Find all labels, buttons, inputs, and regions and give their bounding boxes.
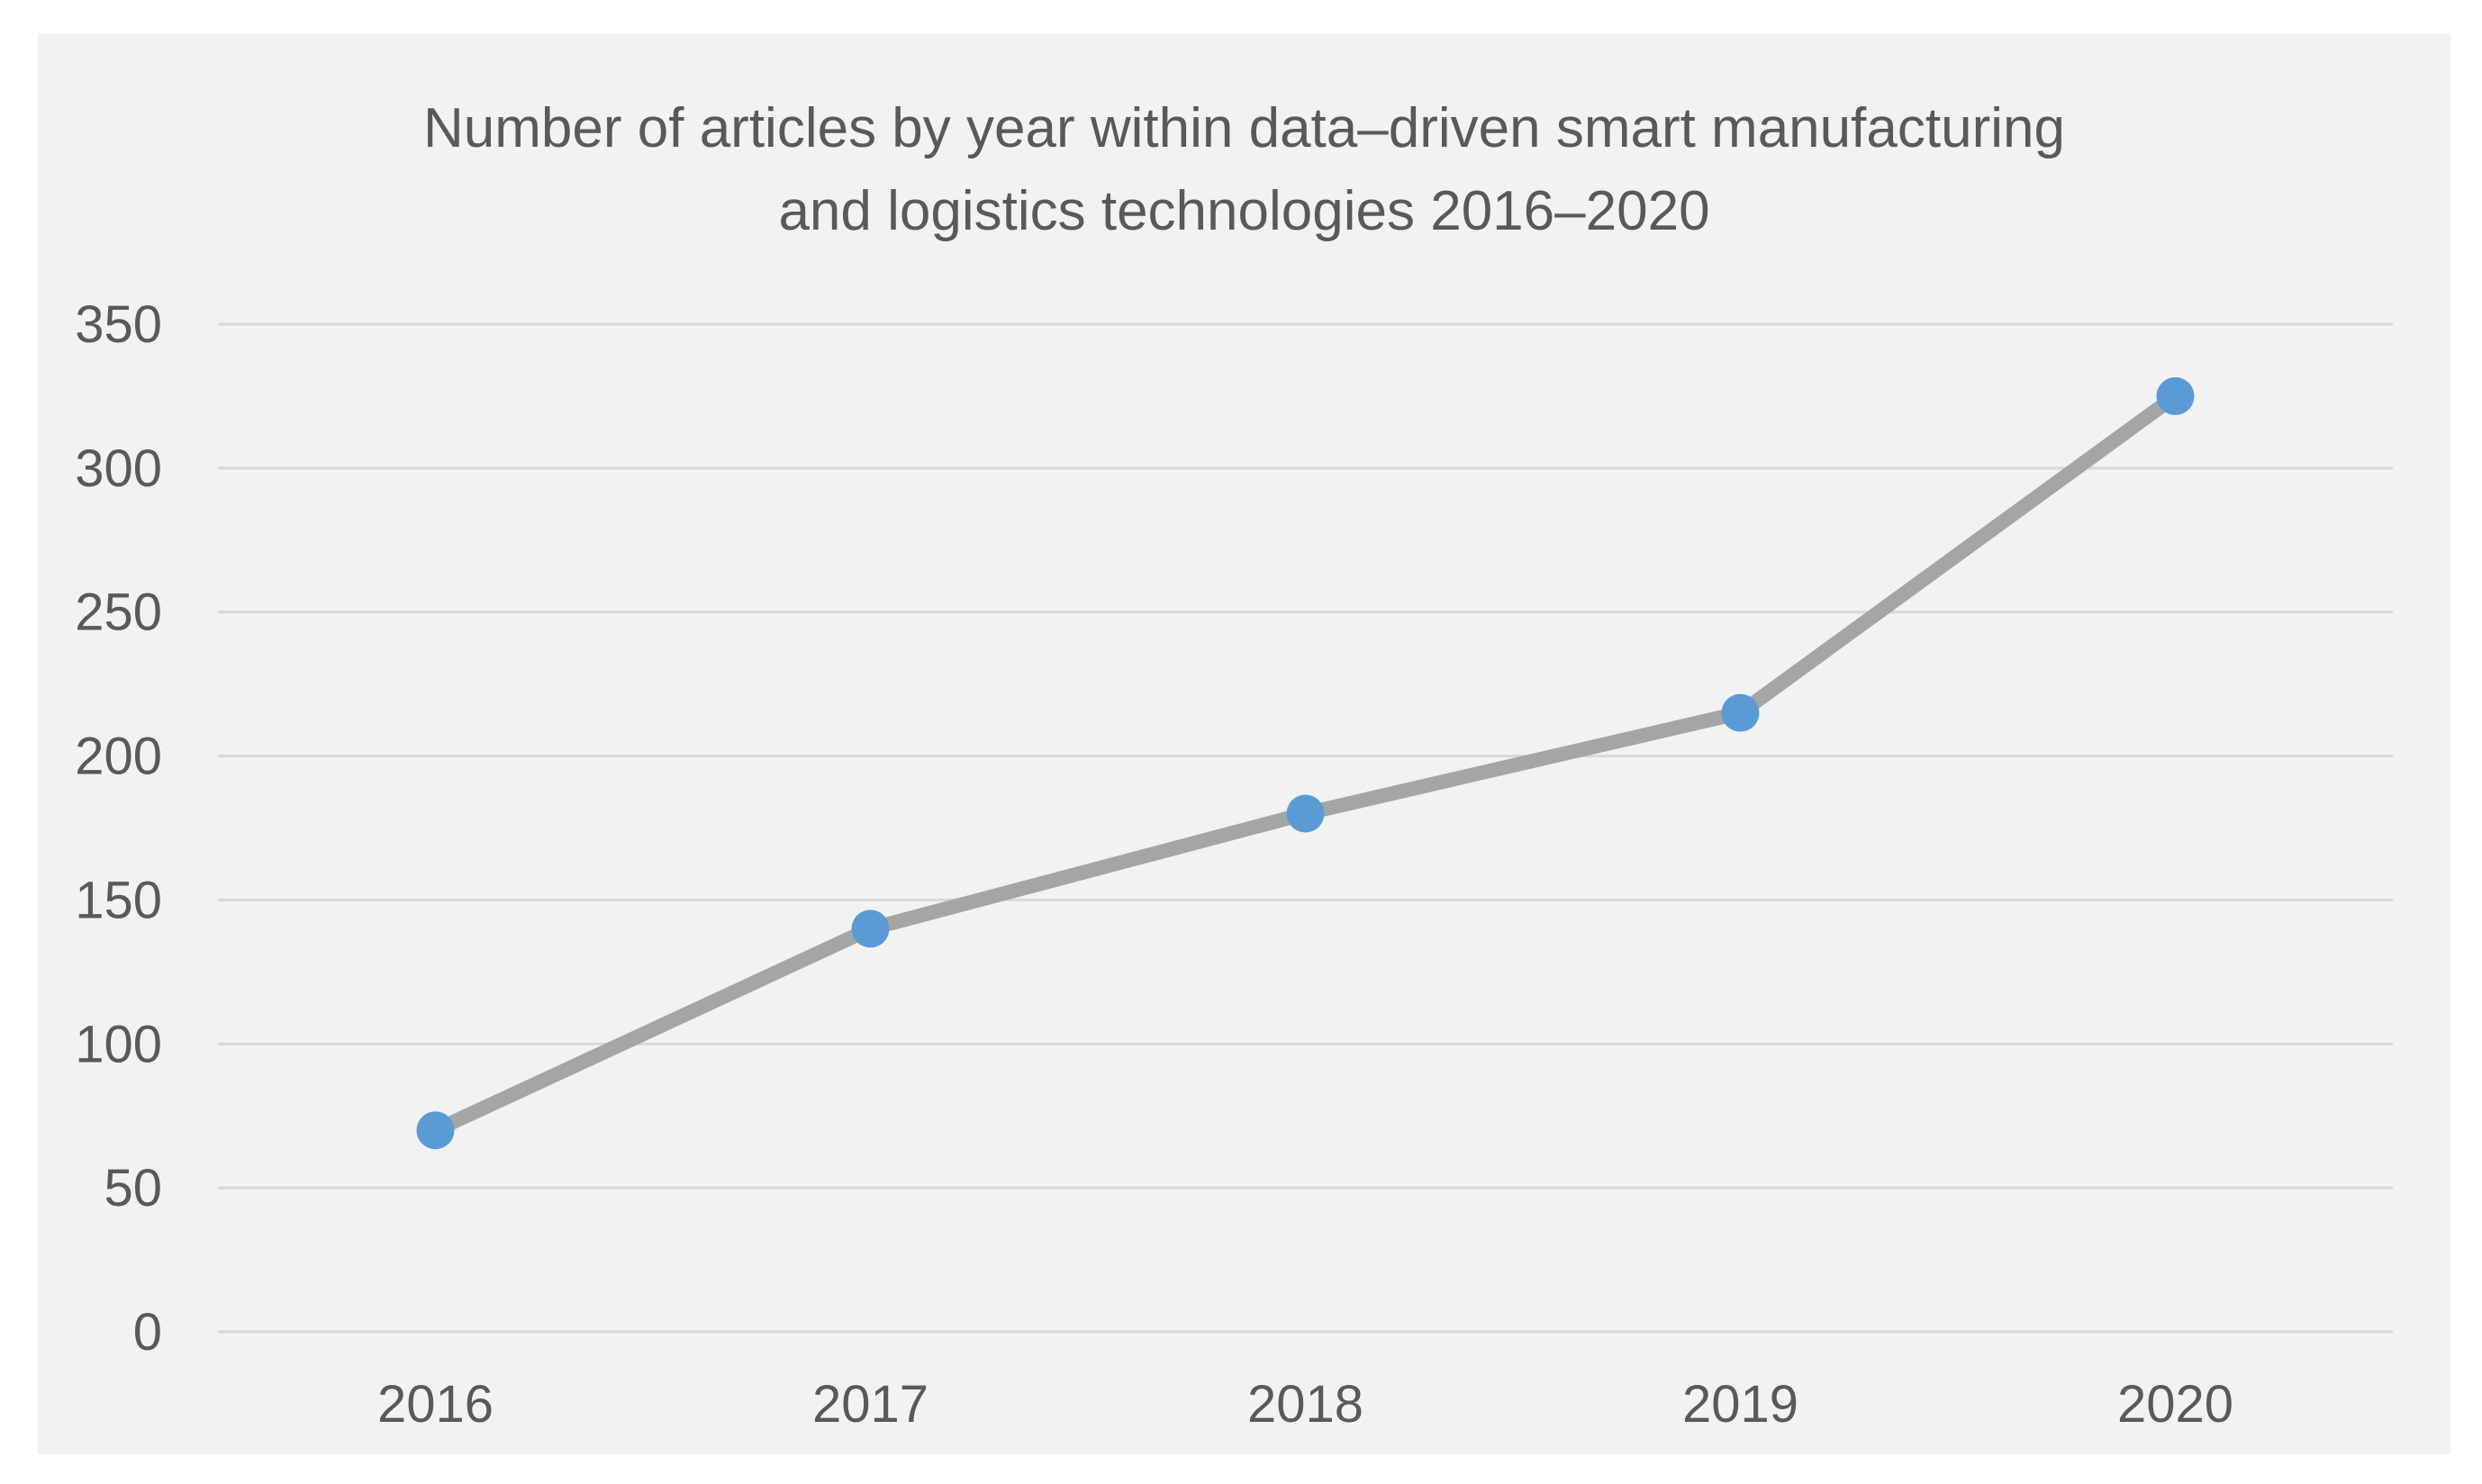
y-axis-tick-labels: 0 50 100 150 200 250 300 350 bbox=[75, 295, 162, 1362]
data-point-2016 bbox=[416, 1111, 455, 1150]
y-tick-label-100: 100 bbox=[75, 1015, 162, 1073]
y-tick-label-150: 150 bbox=[75, 871, 162, 929]
data-point-2019 bbox=[1721, 693, 1760, 732]
data-point-2020 bbox=[2156, 376, 2195, 415]
gridlines bbox=[218, 322, 2393, 1334]
x-tick-label-2018: 2018 bbox=[1247, 1375, 1363, 1434]
series-line-group bbox=[428, 388, 2183, 1138]
chart-panel: Number of articles by year within data–d… bbox=[38, 33, 2450, 1454]
y-tick-label-0: 0 bbox=[133, 1303, 162, 1362]
chart-title-line-1: Number of articles by year within data–d… bbox=[423, 97, 2065, 159]
data-point-2017 bbox=[851, 909, 890, 948]
data-point-2018 bbox=[1286, 794, 1325, 833]
y-tick-label-200: 200 bbox=[75, 728, 162, 786]
x-tick-label-2016: 2016 bbox=[377, 1375, 494, 1434]
chart-title: Number of articles by year within data–d… bbox=[38, 87, 2450, 253]
x-axis-tick-labels: 2016 2017 2018 2019 2020 bbox=[377, 1375, 2233, 1434]
chart-title-line-2: and logistics technologies 2016–2020 bbox=[778, 180, 1710, 242]
y-tick-label-250: 250 bbox=[75, 584, 162, 642]
series-line bbox=[428, 388, 2183, 1138]
y-tick-label-50: 50 bbox=[104, 1159, 162, 1217]
data-points bbox=[416, 376, 2195, 1150]
y-tick-label-300: 300 bbox=[75, 439, 162, 498]
x-tick-label-2019: 2019 bbox=[1682, 1375, 1798, 1434]
x-tick-label-2017: 2017 bbox=[812, 1375, 928, 1434]
y-tick-label-350: 350 bbox=[75, 295, 162, 354]
x-tick-label-2020: 2020 bbox=[2117, 1375, 2233, 1434]
